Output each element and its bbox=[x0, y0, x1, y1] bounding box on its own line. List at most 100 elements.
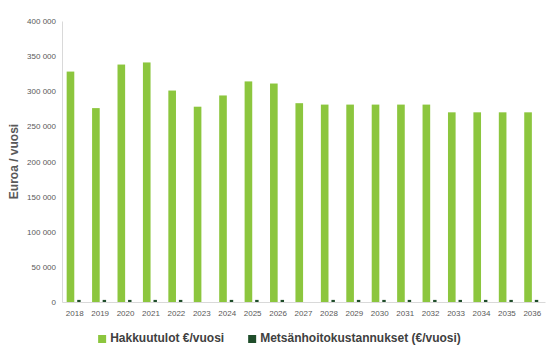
bar bbox=[128, 300, 131, 302]
x-tick-label: 2034 bbox=[473, 309, 491, 318]
y-tick: 100 000 bbox=[27, 228, 62, 237]
x-tick-label: 2031 bbox=[396, 309, 414, 318]
bar bbox=[67, 72, 75, 302]
y-axis-title: Euroa / vuosi bbox=[7, 124, 21, 199]
x-tick: 2018 bbox=[66, 302, 84, 318]
x-tick-label: 2018 bbox=[66, 309, 84, 318]
bar bbox=[382, 300, 385, 302]
x-tick: 2024 bbox=[218, 302, 236, 318]
bar bbox=[255, 300, 258, 302]
x-tick-label: 2021 bbox=[142, 309, 160, 318]
x-tick-label: 2026 bbox=[269, 309, 287, 318]
y-axis: 0 50 000 100 000 150 000 200 000 250 000 300 0… bbox=[27, 17, 62, 307]
bar bbox=[346, 105, 354, 302]
bar bbox=[230, 300, 233, 302]
legend-label: Metsänhoitokustannukset (€/vuosi) bbox=[260, 331, 461, 345]
plot: 0 50 000 100 000 150 000 200 000 250 000 300 0… bbox=[27, 17, 545, 318]
x-tick: 2023 bbox=[193, 302, 211, 318]
chart: 0 50 000 100 000 150 000 200 000 250 000 300 0… bbox=[0, 0, 559, 356]
bar bbox=[433, 300, 436, 302]
bar bbox=[397, 105, 405, 302]
bar bbox=[448, 112, 456, 302]
y-tick: 400 000 bbox=[27, 17, 62, 26]
x-axis: 2018 2019 2020 2021 2022 2023 2024 2025 2026 2027… bbox=[63, 302, 546, 318]
x-tick-label: 2032 bbox=[422, 309, 440, 318]
x-tick: 2022 bbox=[167, 302, 185, 318]
x-tick-label: 2027 bbox=[295, 309, 313, 318]
y-tick: 300 000 bbox=[27, 87, 62, 96]
bar bbox=[153, 300, 156, 302]
x-tick: 2019 bbox=[91, 302, 109, 318]
bars bbox=[67, 62, 539, 302]
bar bbox=[408, 300, 411, 302]
x-tick-label: 2035 bbox=[498, 309, 516, 318]
y-tick: 250 000 bbox=[27, 122, 62, 131]
x-axis-line bbox=[63, 302, 546, 303]
bar bbox=[321, 105, 329, 302]
x-tick: 2036 bbox=[523, 302, 541, 318]
y-axis-line bbox=[62, 22, 63, 303]
y-tick-label: 200 000 bbox=[27, 158, 56, 167]
y-tick-label: 300 000 bbox=[27, 87, 56, 96]
bar bbox=[535, 300, 538, 302]
bar bbox=[423, 105, 431, 302]
x-tick: 2028 bbox=[320, 302, 338, 318]
bar bbox=[270, 84, 278, 302]
bar bbox=[459, 300, 462, 302]
bar bbox=[219, 95, 227, 302]
x-tick: 2026 bbox=[269, 302, 287, 318]
bar bbox=[295, 103, 303, 302]
x-tick: 2020 bbox=[117, 302, 135, 318]
x-tick-label: 2033 bbox=[447, 309, 465, 318]
y-tick: 150 000 bbox=[27, 193, 62, 202]
x-tick-label: 2030 bbox=[371, 309, 389, 318]
bar bbox=[143, 62, 151, 302]
y-tick-label: 50 000 bbox=[32, 263, 57, 272]
x-tick-label: 2019 bbox=[91, 309, 109, 318]
y-tick: 0 bbox=[52, 298, 62, 307]
legend-item: Hakkuutulot €/vuosi bbox=[98, 331, 224, 345]
legend-label: Hakkuutulot €/vuosi bbox=[110, 331, 224, 345]
bar bbox=[281, 300, 284, 302]
x-tick-label: 2020 bbox=[117, 309, 135, 318]
legend-swatch bbox=[98, 335, 106, 343]
x-tick: 2035 bbox=[498, 302, 516, 318]
bar bbox=[118, 65, 126, 302]
x-tick: 2027 bbox=[295, 302, 313, 318]
legend: Hakkuutulot €/vuosi Metsänhoitokustannuks… bbox=[98, 331, 461, 345]
bar bbox=[484, 300, 487, 302]
y-tick-label: 350 000 bbox=[27, 52, 56, 61]
x-tick: 2025 bbox=[244, 302, 262, 318]
bar bbox=[179, 300, 182, 302]
y-tick-label: 250 000 bbox=[27, 122, 56, 131]
x-tick-label: 2024 bbox=[218, 309, 236, 318]
bar bbox=[331, 300, 334, 302]
bar bbox=[372, 105, 380, 302]
x-tick: 2032 bbox=[422, 302, 440, 318]
y-tick: 350 000 bbox=[27, 52, 62, 61]
bar bbox=[306, 302, 309, 303]
bar bbox=[92, 108, 100, 302]
x-tick-label: 2036 bbox=[523, 309, 541, 318]
bar bbox=[77, 300, 80, 302]
x-tick: 2031 bbox=[396, 302, 414, 318]
bar bbox=[245, 81, 253, 302]
x-tick: 2030 bbox=[371, 302, 389, 318]
x-tick-label: 2023 bbox=[193, 309, 211, 318]
bar bbox=[499, 112, 507, 302]
y-tick-label: 400 000 bbox=[27, 17, 56, 26]
bar bbox=[509, 300, 512, 302]
x-tick-label: 2022 bbox=[167, 309, 185, 318]
y-tick: 50 000 bbox=[32, 263, 62, 272]
y-tick: 200 000 bbox=[27, 158, 62, 167]
legend-item: Metsänhoitokustannukset (€/vuosi) bbox=[248, 331, 461, 345]
bar bbox=[524, 112, 532, 302]
x-tick-label: 2029 bbox=[345, 309, 363, 318]
bar bbox=[194, 107, 202, 302]
bar bbox=[357, 300, 360, 302]
bar bbox=[168, 91, 176, 302]
bar bbox=[204, 302, 207, 303]
bar bbox=[103, 300, 106, 302]
y-tick-label: 100 000 bbox=[27, 228, 56, 237]
x-tick: 2034 bbox=[473, 302, 491, 318]
